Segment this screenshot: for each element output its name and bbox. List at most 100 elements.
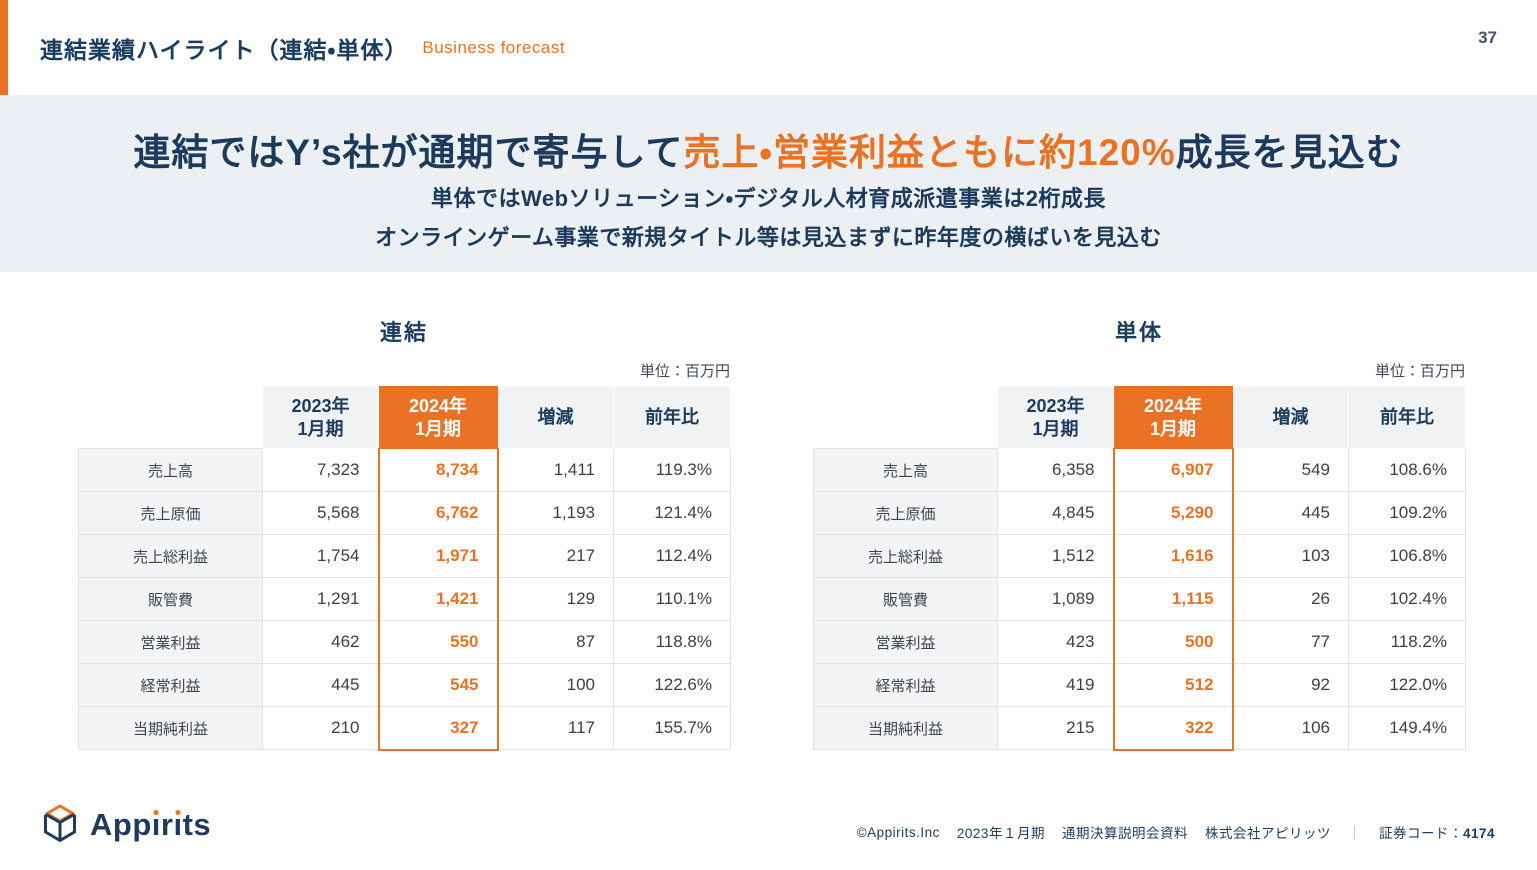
table-header-row: 2023年 1月期 2024年 1月期 増減 前年比 (814, 386, 1466, 449)
cell-fy2023: 5,568 (262, 491, 379, 535)
row-label: 当期純利益 (813, 706, 998, 750)
row-label: 経常利益 (813, 663, 998, 707)
cell-change: 1,411 (497, 448, 614, 492)
column-header-yoy: 前年比 (613, 386, 731, 449)
headline-post: 成長を見込む (1175, 132, 1404, 173)
cell-fy2023: 215 (997, 706, 1114, 750)
stock-code-value: 4174 (1462, 826, 1495, 841)
headline-subline-1: 単体ではWebソリューション・デジタル人材育成派遣事業は2桁成長 (431, 186, 1106, 212)
cell-yoy: 122.0% (1348, 663, 1466, 707)
cell-fy2024: 1,115 (1112, 577, 1234, 621)
cell-yoy: 118.2% (1348, 620, 1466, 664)
company-logo: Appı rı ts (40, 803, 211, 845)
column-header-change: 増減 (497, 386, 614, 449)
table-row: 当期純利益 210 327 117 155.7% (78, 706, 731, 751)
cell-yoy: 118.8% (613, 620, 731, 664)
cell-fy2023: 4,845 (997, 491, 1114, 535)
page-subtitle-en: Business forecast (422, 37, 566, 57)
table-row: 経常利益 445 545 100 122.6% (78, 663, 731, 707)
cell-fy2024: 322 (1112, 706, 1234, 751)
cell-change: 106 (1232, 706, 1349, 750)
cell-fy2024: 1,421 (377, 577, 499, 621)
row-label: 売上高 (813, 448, 998, 492)
cell-change: 92 (1232, 663, 1349, 707)
cell-yoy: 112.4% (613, 534, 731, 578)
cell-fy2024: 5,290 (1112, 491, 1234, 535)
headline: 連結ではY’s社が通期で寄与して売上・営業利益ともに約120%成長を見込む (0, 131, 1537, 175)
column-header-fy2024: 2024年 1月期 (378, 386, 498, 449)
title-wrap: 連結業績ハイライト（連結・単体） Business forecast (40, 0, 565, 95)
page-title: 連結業績ハイライト（連結・単体） (40, 36, 409, 63)
table-row: 販管費 1,291 1,421 129 110.1% (78, 577, 731, 621)
cell-fy2023: 462 (262, 620, 379, 664)
consolidated-table-title: 連結 (379, 320, 428, 345)
standalone-unit-label: 単位：百万円 (1374, 363, 1465, 380)
headline-banner: 連結ではY’s社が通期で寄与して売上・営業利益ともに約120%成長を見込む 単体… (0, 95, 1537, 272)
cell-fy2023: 1,512 (997, 534, 1114, 578)
row-label: 営業利益 (78, 620, 263, 664)
table-row: 売上総利益 1,512 1,616 103 106.8% (813, 534, 1466, 578)
table-row: 売上原価 5,568 6,762 1,193 121.4% (78, 491, 731, 535)
cell-yoy: 121.4% (613, 491, 731, 535)
cell-fy2023: 210 (262, 706, 379, 750)
logo-wordmark: Appı rı ts (90, 806, 212, 842)
cell-change: 117 (497, 706, 614, 750)
cell-change: 77 (1232, 620, 1349, 664)
cell-fy2024: 1,616 (1112, 534, 1234, 578)
header-accent-bar (0, 0, 8, 95)
cell-yoy: 106.8% (1348, 534, 1466, 578)
cell-fy2024: 1,971 (377, 534, 499, 578)
cell-yoy: 102.4% (1348, 577, 1466, 621)
cell-yoy: 149.4% (1348, 706, 1466, 750)
row-label: 売上総利益 (813, 534, 998, 578)
cell-yoy: 110.1% (613, 577, 731, 621)
cell-change: 87 (497, 620, 614, 664)
row-label: 売上原価 (813, 491, 998, 535)
column-header-fy2023: 2023年 1月期 (997, 386, 1114, 449)
cell-fy2024: 512 (1112, 663, 1234, 707)
cell-fy2024: 8,734 (377, 448, 499, 492)
row-label: 売上総利益 (78, 534, 263, 578)
table-row: 売上原価 4,845 5,290 445 109.2% (813, 491, 1466, 535)
column-header-change: 増減 (1232, 386, 1349, 449)
cell-yoy: 119.3% (613, 448, 731, 492)
cell-yoy: 108.6% (1348, 448, 1466, 492)
table-row: 営業利益 462 550 87 118.8% (78, 620, 731, 664)
cell-fy2023: 1,291 (262, 577, 379, 621)
row-label: 販管費 (78, 577, 263, 621)
row-label: 経常利益 (78, 663, 263, 707)
cell-fy2023: 423 (997, 620, 1114, 664)
cell-fy2023: 1,754 (262, 534, 379, 578)
cell-change: 549 (1232, 448, 1349, 492)
table-row: 販管費 1,089 1,115 26 102.4% (813, 577, 1466, 621)
cell-change: 1,193 (497, 491, 614, 535)
cell-yoy: 155.7% (613, 706, 731, 750)
cell-fy2024: 6,762 (377, 491, 499, 535)
consolidated-unit-label: 単位：百万円 (639, 363, 730, 380)
standalone-table-title: 単体 (1114, 320, 1163, 345)
stock-code-label: 証券コード： (1378, 826, 1463, 841)
cell-fy2023: 1,089 (997, 577, 1114, 621)
consolidated-table: 2023年 1月期 2024年 1月期 増減 前年比 売上高 7,323 8,734… (78, 386, 731, 751)
standalone-table-block: 単体 単位：百万円 2023年 1月期 2024年 1月期 増減 前年比 売上高… (813, 320, 1466, 751)
footer-separator: ｜ (1347, 826, 1362, 841)
row-label: 売上原価 (78, 491, 263, 535)
cell-fy2024: 6,907 (1112, 448, 1234, 492)
table-row: 売上高 6,358 6,907 549 108.6% (813, 448, 1466, 492)
cell-change: 100 (497, 663, 614, 707)
headline-subline-2: オンラインゲーム事業で新規タイトル等は見込まずに昨年度の横ばいを見込む (375, 224, 1162, 250)
slide-header: 連結業績ハイライト（連結・単体） Business forecast 37 (0, 0, 1537, 95)
row-label: 販管費 (813, 577, 998, 621)
table-row: 営業利益 423 500 77 118.2% (813, 620, 1466, 664)
cell-fy2023: 445 (262, 663, 379, 707)
column-header-fy2024: 2024年 1月期 (1113, 386, 1233, 449)
cell-fy2024: 327 (377, 706, 499, 751)
table-row: 当期純利益 215 322 106 149.4% (813, 706, 1466, 751)
footer-stock-code: 証券コード：4174 (1379, 822, 1495, 842)
table-row: 売上総利益 1,754 1,971 217 112.4% (78, 534, 731, 578)
cell-fy2024: 500 (1112, 620, 1234, 664)
row-label: 売上高 (78, 448, 263, 492)
headline-highlight: 売上・営業利益ともに約120% (683, 132, 1176, 173)
cell-fy2023: 6,358 (997, 448, 1114, 492)
